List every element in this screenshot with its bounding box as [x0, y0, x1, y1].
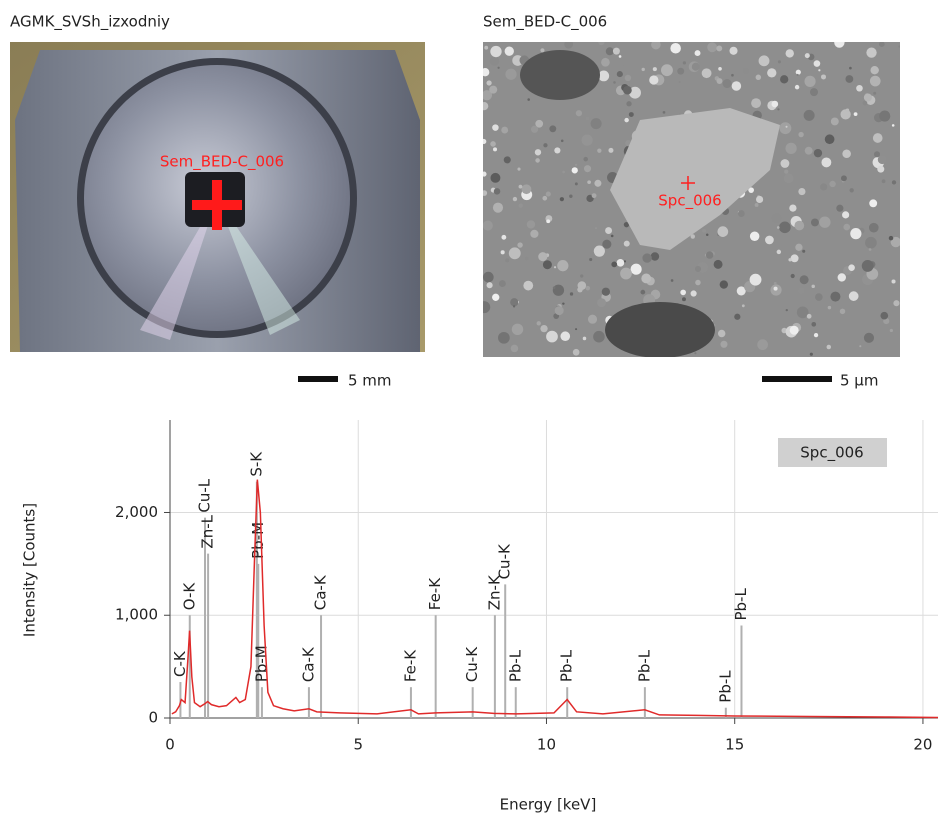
peak-label: Cu-K [496, 543, 514, 579]
x-tick-label: 15 [725, 736, 744, 754]
peak-label: Pb-L [716, 670, 734, 703]
image-title: Sem_BED-C_006 [483, 13, 607, 32]
y-tick-label: 0 [148, 709, 158, 727]
peak-label: Ca-K [312, 574, 330, 610]
peak-label: Pb-L [558, 649, 576, 682]
peak-label: C-K [171, 650, 189, 677]
x-tick-label: 5 [353, 736, 363, 754]
peak-label: Zn-L [199, 514, 217, 548]
peak-label: S-K [247, 451, 265, 477]
peak-label: Pb-M [249, 522, 267, 559]
peak-label: Cu-K [463, 646, 481, 682]
x-tick-label: 10 [537, 736, 556, 754]
spectrum-line [172, 480, 938, 718]
peak-label: Ca-K [299, 646, 317, 682]
overlay-label: Sem_BED-C_006 [160, 153, 284, 172]
peak-label: Pb-L [635, 649, 653, 682]
scale-bar [762, 376, 832, 382]
y-tick-label: 2,000 [115, 503, 158, 521]
overlay-label: Spc_006 [658, 192, 721, 211]
scale-label: 5 µm [840, 372, 878, 390]
sample-photo: Sem_BED-C_006 [10, 42, 425, 352]
x-axis-label: Energy [keV] [500, 796, 597, 814]
x-tick-label: 20 [913, 736, 932, 754]
image-title: AGMK_SVSh_izxodniy [10, 13, 170, 32]
x-tick-label: 0 [165, 736, 175, 754]
peak-label: O-K [180, 582, 198, 611]
peak-label: Pb-L [732, 588, 750, 621]
y-tick-label: 1,000 [115, 606, 158, 624]
sem-image: Spc_006 [478, 37, 901, 358]
legend-label: Spc_006 [800, 444, 863, 463]
spectrum-chart: 0 1,000 2,000 0 5 10 15 20 C-K O-K Cu-L Zn-L S-K Pb-M… [115, 420, 938, 754]
scale-label: 5 mm [348, 372, 392, 390]
peak-label: Cu-L [196, 478, 214, 512]
y-axis-label: Intensity [Counts] [21, 503, 39, 637]
scale-bar [298, 376, 338, 382]
peak-label: Fe-K [401, 649, 419, 682]
screen: AGMK_SVSh_izxodniy Sem_BED-C_006 5 mm Se… [0, 0, 938, 818]
peak-label: Fe-K [426, 577, 444, 610]
peak-label: Pb-L [506, 649, 524, 682]
page: {"images": [ {"title": "AGMK_SVSh_izxodn… [0, 0, 938, 818]
